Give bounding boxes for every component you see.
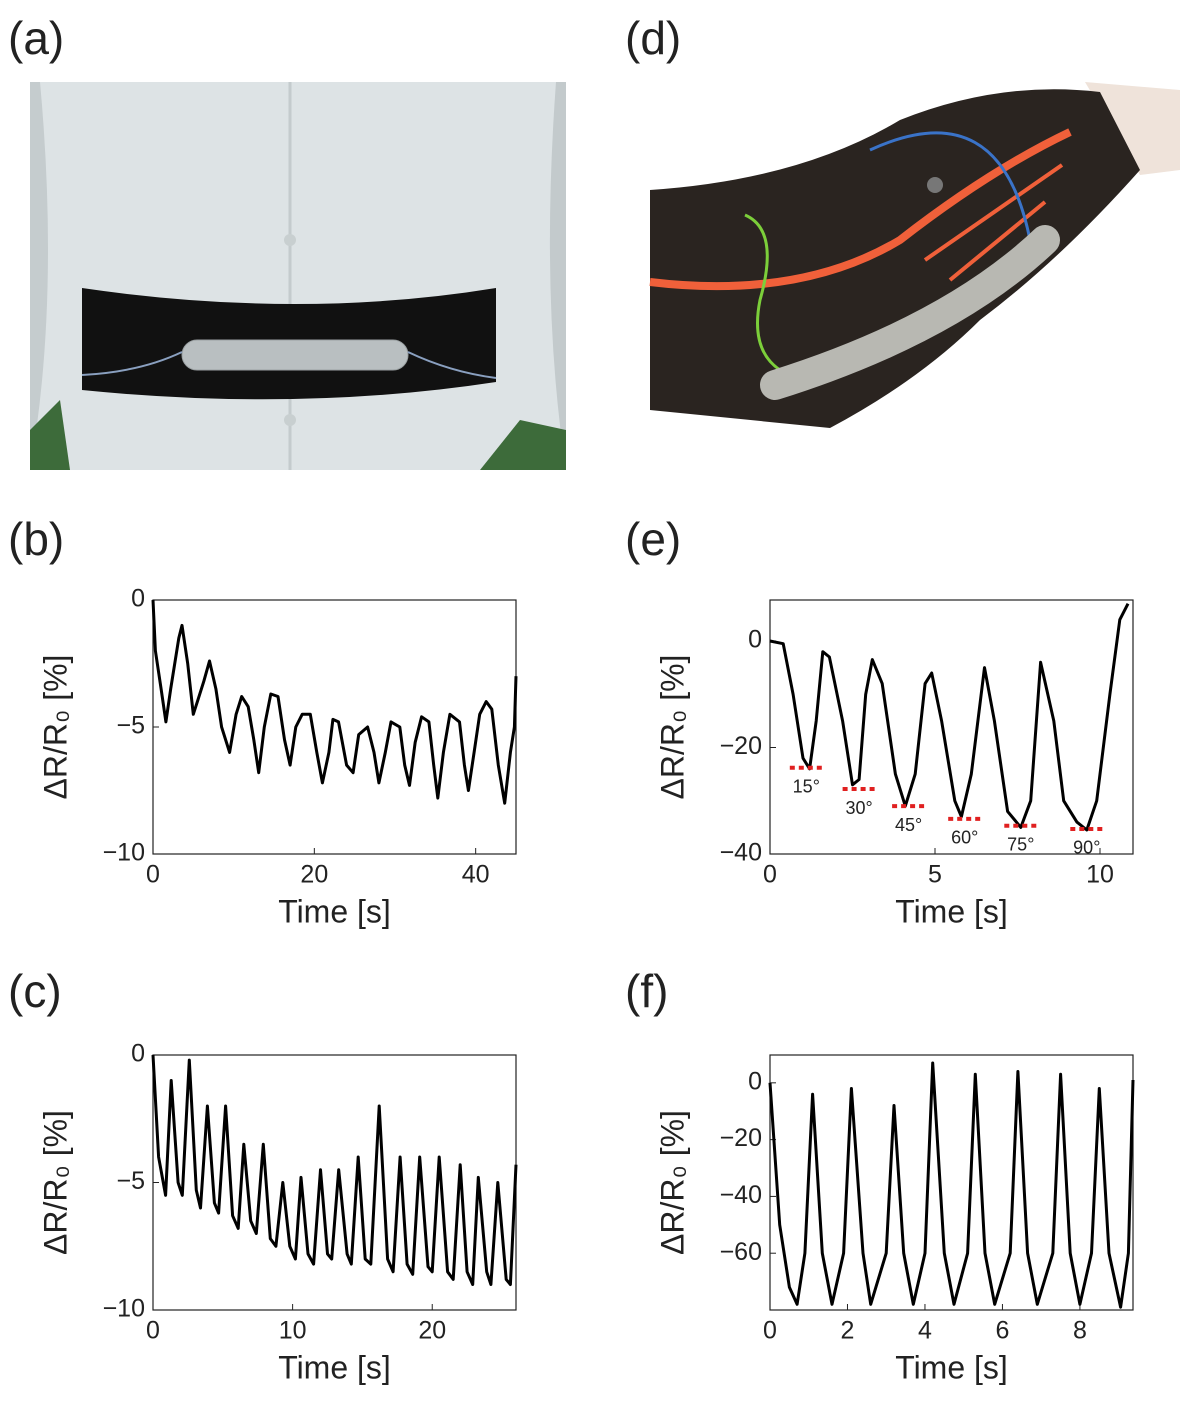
- panel-label: (d): [625, 12, 681, 64]
- photo-chest-band: [30, 82, 566, 470]
- data-line: [151, 1054, 518, 1286]
- y-tick-label: 0: [748, 1067, 762, 1095]
- y-tick-label: −40: [720, 1181, 762, 1209]
- y-tick-label: −5: [116, 712, 145, 740]
- y-axis-label: ΔR/R₀ [%]: [37, 1110, 73, 1255]
- data-line: [768, 1061, 1135, 1309]
- x-axis-label: Time [s]: [278, 1349, 391, 1385]
- x-tick-label: 20: [300, 861, 328, 889]
- x-tick-label: 0: [146, 861, 160, 889]
- panel-label: (f): [625, 965, 668, 1017]
- angle-label: 15°: [793, 776, 820, 796]
- y-tick-label: −60: [720, 1238, 762, 1266]
- photo-elbow-sleeve: [649, 82, 1180, 428]
- x-axis-label: Time [s]: [895, 893, 1008, 929]
- x-tick-label: 6: [995, 1317, 1009, 1345]
- x-axis-label: Time [s]: [278, 893, 391, 929]
- x-tick-label: 20: [418, 1317, 446, 1345]
- x-tick-label: 4: [918, 1317, 932, 1345]
- y-tick-label: 0: [131, 1040, 145, 1068]
- y-axis-label: ΔR/R₀ [%]: [654, 1110, 690, 1255]
- x-tick-label: 10: [1086, 861, 1114, 889]
- x-tick-label: 0: [763, 861, 777, 889]
- angle-label: 60°: [951, 828, 978, 848]
- angle-label: 90°: [1073, 838, 1100, 858]
- x-axis-label: Time [s]: [895, 1349, 1008, 1385]
- x-tick-label: 10: [279, 1317, 307, 1345]
- y-tick-label: −5: [116, 1167, 145, 1195]
- y-axis-label: ΔR/R₀ [%]: [654, 655, 690, 800]
- plot-frame: [769, 599, 1134, 855]
- panel-label: (c): [8, 965, 62, 1017]
- angle-label: 75°: [1007, 835, 1034, 855]
- data-line: [151, 599, 518, 805]
- data-line: [769, 603, 1130, 832]
- y-tick-label: −20: [720, 1124, 762, 1152]
- y-axis-label: ΔR/R₀ [%]: [37, 655, 73, 800]
- x-tick-label: 2: [841, 1317, 855, 1345]
- angle-label: 30°: [845, 798, 872, 818]
- x-tick-label: 0: [763, 1317, 777, 1345]
- x-tick-label: 0: [146, 1317, 160, 1345]
- angle-label: 45°: [895, 815, 922, 835]
- y-tick-label: −10: [103, 1295, 145, 1323]
- plot-frame: [769, 1054, 1134, 1311]
- y-tick-label: −20: [720, 732, 762, 760]
- y-tick-label: −10: [103, 839, 145, 867]
- y-tick-label: −40: [720, 839, 762, 867]
- y-tick-label: 0: [748, 626, 762, 654]
- x-tick-label: 5: [928, 861, 942, 889]
- x-tick-label: 40: [462, 861, 490, 889]
- y-tick-label: 0: [131, 585, 145, 613]
- x-tick-label: 8: [1073, 1317, 1087, 1345]
- panel-label: (b): [8, 513, 64, 565]
- panel-label: (e): [625, 513, 681, 565]
- panel-label: (a): [8, 12, 64, 64]
